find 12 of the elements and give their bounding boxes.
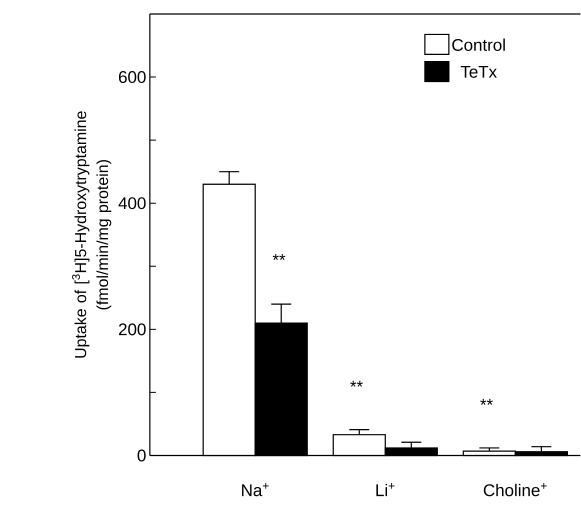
legend-label: TeTx: [460, 66, 497, 78]
y-tick-label: 0: [138, 449, 146, 462]
annotation: **: [272, 254, 286, 260]
x-tick-label: Na$^{+}$: [242, 482, 269, 496]
x-tick-label: Li$^{+}$: [376, 482, 394, 496]
annotation: **: [350, 380, 363, 387]
y-tick-label: 600: [118, 70, 146, 83]
y-tick-label: 200: [118, 323, 146, 336]
legend-label: Control: [452, 38, 505, 51]
annotation: **: [480, 398, 493, 405]
y-tick-label: 400: [118, 196, 146, 209]
x-tick-label: Choline$^{+}$: [484, 482, 547, 496]
